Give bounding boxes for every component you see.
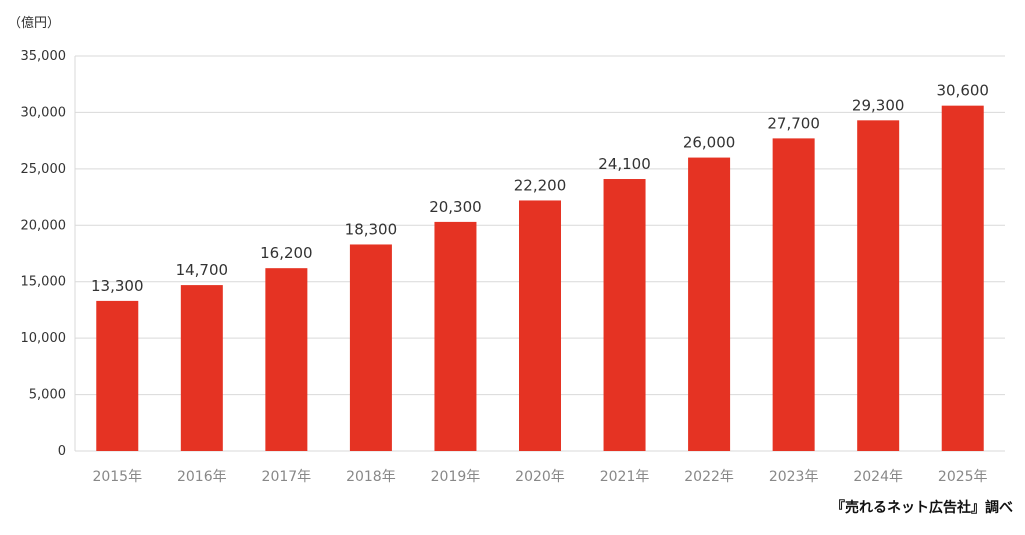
x-tick-label: 2019年 (431, 469, 481, 485)
bar (688, 157, 731, 452)
bar (434, 221, 477, 451)
x-tick-label: 2022年 (684, 469, 734, 485)
x-tick-label: 2017年 (262, 469, 312, 485)
x-tick-label: 2021年 (600, 469, 650, 485)
data-label: 27,700 (767, 114, 820, 132)
data-label: 18,300 (345, 220, 398, 238)
x-tick-label: 2023年 (769, 469, 819, 485)
bar (96, 300, 139, 451)
y-tick-label: 0 (58, 444, 66, 459)
bar (857, 120, 900, 451)
bar (519, 200, 561, 451)
bar (180, 285, 223, 451)
x-tick-label: 2015年 (92, 469, 142, 485)
data-label: 14,700 (176, 261, 229, 279)
data-label: 24,100 (598, 155, 651, 173)
data-label: 22,200 (514, 176, 567, 194)
x-tick-label: 2025年 (938, 469, 988, 485)
bar (772, 138, 815, 451)
data-label: 13,300 (91, 277, 144, 295)
y-tick-label: 15,000 (21, 275, 67, 290)
bar (941, 105, 984, 452)
data-label: 30,600 (936, 82, 989, 100)
y-axis-unit-label: （億円） (8, 16, 61, 31)
bar (603, 179, 646, 451)
bars (96, 105, 984, 452)
x-tick-label: 2016年 (177, 469, 227, 485)
y-tick-label: 20,000 (21, 218, 67, 233)
data-label: 26,000 (683, 134, 736, 152)
y-tick-label: 30,000 (21, 105, 67, 120)
source-note: 『売れるネット広告社』調べ (831, 500, 1013, 516)
x-tick-label: 2020年 (515, 469, 565, 485)
y-tick-label: 5,000 (29, 388, 66, 403)
bar (265, 268, 308, 451)
x-tick-label: 2018年 (346, 469, 396, 485)
y-tick-label: 10,000 (21, 331, 67, 346)
x-axis-ticks: 2015年 2016年 2017年 2018年 2019年 2020年 2021年 2022年… (92, 469, 987, 485)
bar (349, 244, 392, 451)
data-label: 16,200 (260, 244, 313, 262)
data-labels: 13,300 14,700 16,200 18,300 20,300 22,200 24,1… (91, 82, 989, 295)
data-label: 29,300 (852, 96, 905, 114)
data-label: 20,300 (429, 198, 482, 216)
x-tick-label: 2024年 (853, 469, 903, 485)
y-tick-label: 35,000 (21, 49, 67, 64)
y-axis-ticks: 0 5,000 10,000 15,000 20,000 25,000 30,000 35,0… (21, 49, 67, 459)
y-tick-label: 25,000 (21, 162, 67, 177)
